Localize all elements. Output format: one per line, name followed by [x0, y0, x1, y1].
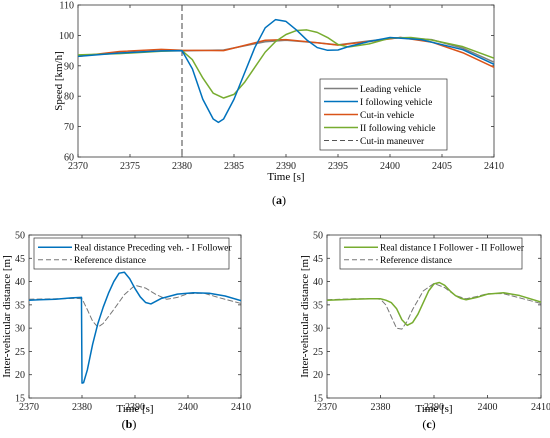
- x-axis-label: Time [s]: [267, 171, 304, 183]
- distance-chart-first-follower: 2370 2380 2390 2400 2410 15 20 25 30 35 40 45 50 Time…: [1, 231, 251, 416]
- reference-distance-series: [29, 284, 241, 328]
- legend: Real distance I Follower - II FollowerRe…: [339, 237, 525, 270]
- y-tick-label: 15: [15, 394, 25, 405]
- y-tick-label: 30: [313, 324, 323, 335]
- legend-label: I following vehicle: [360, 97, 432, 108]
- x-axis-label: Time [s]: [415, 403, 452, 415]
- y-tick-label: 25: [15, 347, 25, 358]
- legend-label: Reference distance: [380, 255, 452, 266]
- ii-following-vehicle-series: [78, 29, 494, 99]
- i-following-vehicle-series: [78, 18, 494, 124]
- y-tick-label: 70: [64, 122, 74, 133]
- x-tick-label: 2375: [120, 161, 140, 172]
- y-axis-label: Inter-vehicular distance [m]: [299, 255, 311, 378]
- y-tick-label: 110: [59, 1, 74, 12]
- y-tick-label: 35: [15, 300, 25, 311]
- speed-chart: 2370 2375 2380 2385 2390 2395 2400 2405 2410 60 70…: [53, 1, 504, 184]
- y-tick-label: 45: [15, 254, 25, 265]
- x-tick-label: 2380: [72, 402, 92, 413]
- caption-a: (a): [272, 193, 286, 207]
- caption-c: (c): [422, 417, 435, 431]
- y-tick-label: 100: [59, 31, 74, 42]
- legend-label: Leading vehicle: [360, 85, 421, 95]
- x-tick-label: 2400: [478, 402, 498, 413]
- y-tick-label: 25: [313, 347, 323, 358]
- series-group: [78, 18, 494, 124]
- y-tick-label: 60: [64, 153, 74, 164]
- y-tick-label: 90: [64, 61, 74, 72]
- legend-label: Real distance Preceding veh. - I Followe…: [74, 244, 232, 254]
- x-tick-label: 2405: [432, 161, 452, 172]
- real-distance-i-follower-ii-follower-series: [327, 281, 541, 327]
- y-tick-label: 15: [313, 394, 323, 405]
- y-tick-label: 50: [313, 231, 323, 242]
- y-tick-label: 20: [313, 370, 323, 381]
- y-axis-label: Speed [km/h]: [53, 51, 65, 111]
- y-tick-label: 30: [15, 324, 25, 335]
- legend-label: Real distance I Follower - II Follower: [380, 244, 525, 254]
- legend-box: [339, 237, 523, 270]
- x-axis-label: Time [s]: [116, 403, 153, 415]
- x-tick-label: 2370: [317, 402, 337, 413]
- x-tick-label: 2380: [172, 161, 192, 172]
- x-tick-label: 2380: [371, 402, 391, 413]
- series-group: [327, 281, 541, 330]
- legend-label: Cut-in vehicle: [360, 111, 414, 121]
- caption-b: (b): [122, 417, 137, 431]
- legend: Leading vehicle I following vehicle Cut-in…: [319, 78, 448, 151]
- x-tick-label: 2410: [531, 402, 550, 413]
- legend-label: Cut-in maneuver: [360, 137, 425, 147]
- legend-label: II following vehicle: [360, 123, 435, 134]
- x-tick-label: 2400: [380, 161, 400, 172]
- legend-box: [33, 237, 230, 270]
- x-tick-label: 2390: [424, 402, 444, 413]
- x-tick-label: 2370: [68, 161, 88, 172]
- y-tick-label: 80: [64, 92, 74, 103]
- legend-label: Reference distance: [74, 255, 146, 266]
- y-tick-label: 40: [313, 277, 323, 288]
- reference-distance-series: [327, 282, 541, 330]
- distance-chart-second-follower: 2370 2380 2390 2400 2410 15 20 25 30 35 40 45 50 Time…: [299, 231, 550, 416]
- real-distance-preceding-veh-i-follower-series: [29, 271, 241, 384]
- y-tick-label: 40: [15, 277, 25, 288]
- y-tick-label: 45: [313, 254, 323, 265]
- y-tick-label: 50: [15, 231, 25, 242]
- x-tick-label: 2395: [328, 161, 348, 172]
- x-tick-label: 2410: [231, 402, 251, 413]
- legend: Real distance Preceding veh. - I Followe…: [33, 237, 232, 270]
- x-tick-label: 2390: [276, 161, 296, 172]
- x-tick-label: 2385: [224, 161, 244, 172]
- y-axis-label: Inter-vehicular distance [m]: [1, 255, 13, 378]
- y-tick-label: 20: [15, 370, 25, 381]
- y-tick-label: 35: [313, 300, 323, 311]
- x-tick-label: 2400: [178, 402, 198, 413]
- series-group: [29, 271, 241, 384]
- x-tick-label: 2390: [125, 402, 145, 413]
- x-tick-label: 2410: [484, 161, 504, 172]
- x-tick-label: 2370: [19, 402, 39, 413]
